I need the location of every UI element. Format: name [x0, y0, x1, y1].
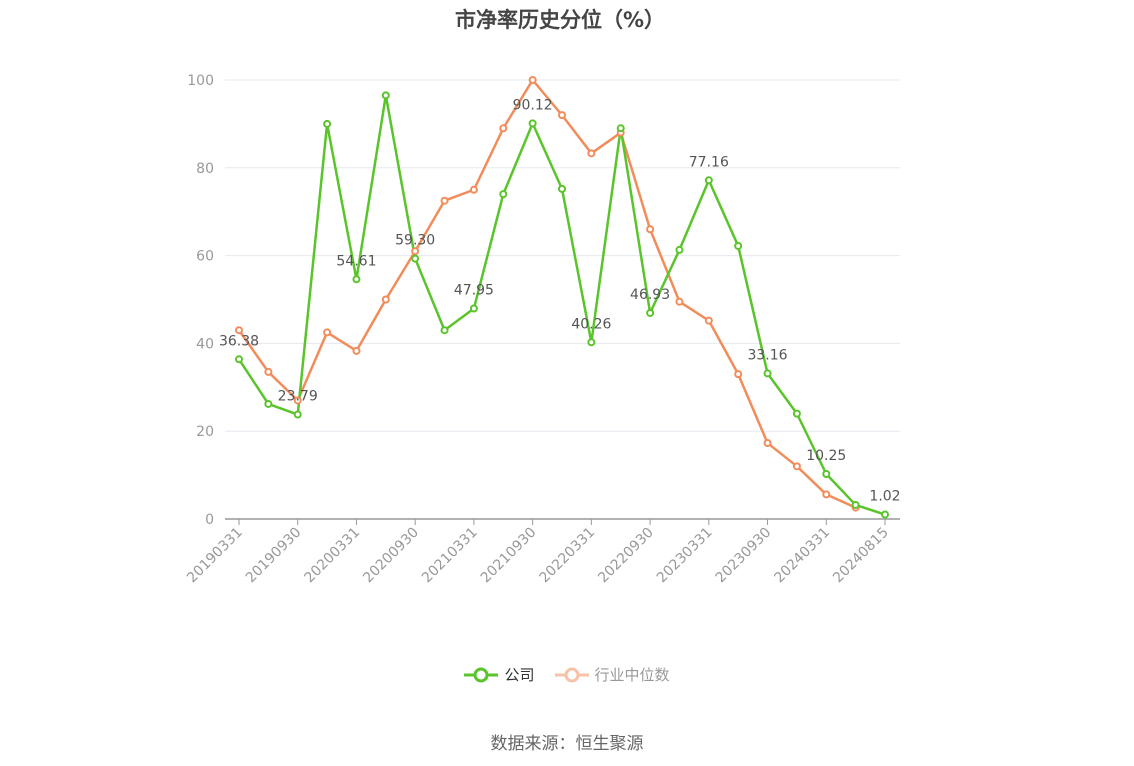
data-point[interactable] — [528, 119, 537, 128]
series-points — [235, 76, 889, 519]
data-point[interactable] — [352, 275, 361, 284]
data-point[interactable] — [381, 91, 390, 100]
data-point[interactable] — [792, 462, 801, 471]
data-label: 46.93 — [630, 287, 670, 303]
data-point[interactable] — [851, 500, 860, 509]
data-point[interactable] — [411, 247, 420, 256]
data-point[interactable] — [323, 328, 332, 337]
y-tick-label: 60 — [196, 249, 214, 265]
data-point[interactable] — [734, 241, 743, 250]
x-tick-label: 20220930 — [595, 525, 657, 587]
x-tick-label: 20210930 — [478, 525, 540, 587]
data-point[interactable] — [323, 119, 332, 128]
data-label: 47.95 — [454, 282, 494, 298]
data-label: 33.16 — [747, 347, 787, 363]
data-point[interactable] — [499, 190, 508, 199]
x-axis: 2019033120190930202003312020093020210331… — [184, 518, 900, 587]
data-point[interactable] — [763, 439, 772, 448]
legend-marker-company — [464, 667, 499, 682]
data-point[interactable] — [646, 225, 655, 234]
data-point[interactable] — [352, 346, 361, 355]
data-source: 数据来源：恒生聚源 — [490, 734, 644, 754]
data-point[interactable] — [440, 196, 449, 205]
chart-title: 市净率历史分位（%） — [454, 8, 666, 32]
series-lines — [237, 78, 886, 516]
x-tick-label: 20230331 — [654, 525, 716, 587]
data-label: 90.12 — [513, 97, 553, 113]
y-tick-label: 20 — [196, 424, 214, 440]
data-point[interactable] — [822, 490, 831, 499]
legend-item-company[interactable]: 公司 — [464, 664, 535, 685]
series-line-1 — [237, 78, 857, 509]
data-label: 54.61 — [336, 253, 376, 269]
data-point[interactable] — [704, 176, 713, 185]
series-line-0 — [237, 94, 886, 516]
y-axis-ticks: 0 20 40 60 80 100 — [187, 73, 214, 528]
data-label: 77.16 — [689, 154, 729, 170]
data-point[interactable] — [763, 369, 772, 378]
data-point[interactable] — [646, 308, 655, 317]
x-tick-label: 20190930 — [243, 525, 305, 587]
data-point[interactable] — [587, 338, 596, 347]
data-label: 10.25 — [806, 448, 846, 464]
y-tick-label: 0 — [205, 512, 214, 528]
data-point[interactable] — [558, 111, 566, 120]
data-point[interactable] — [734, 370, 743, 379]
x-tick-label: 20220331 — [536, 525, 598, 587]
y-tick-label: 100 — [187, 73, 214, 89]
data-point[interactable] — [792, 409, 801, 418]
legend: 公司 行业中位数 — [0, 664, 1134, 685]
grid-lines — [225, 79, 900, 432]
x-tick-label: 20200930 — [360, 525, 422, 587]
data-point[interactable] — [528, 76, 537, 84]
data-point[interactable] — [293, 396, 302, 405]
legend-label-company: 公司 — [504, 666, 535, 684]
data-point[interactable] — [293, 410, 302, 419]
data-label: 1.02 — [869, 489, 900, 505]
data-point[interactable] — [264, 367, 273, 376]
data-label: 36.38 — [219, 333, 259, 349]
data-point[interactable] — [499, 124, 508, 133]
data-point[interactable] — [469, 304, 478, 313]
x-tick-label: 20240815 — [830, 525, 892, 587]
legend-label-industry-median: 行业中位数 — [594, 666, 670, 684]
x-tick-label: 20210331 — [419, 525, 481, 587]
data-label: 40.26 — [571, 316, 611, 332]
data-point[interactable] — [235, 355, 243, 364]
x-tick-label: 20200331 — [302, 525, 364, 587]
y-tick-label: 80 — [196, 161, 214, 177]
y-tick-label: 40 — [196, 336, 214, 352]
data-point[interactable] — [235, 326, 243, 335]
data-point[interactable] — [675, 245, 684, 254]
x-tick-label: 20240331 — [771, 525, 833, 587]
data-label: 59.30 — [395, 233, 435, 249]
legend-marker-industry-median — [554, 667, 589, 682]
data-point[interactable] — [616, 124, 625, 133]
data-point[interactable] — [381, 295, 390, 304]
data-point[interactable] — [440, 326, 449, 335]
data-point[interactable] — [469, 185, 478, 194]
data-point[interactable] — [704, 316, 713, 325]
x-tick-label: 20230930 — [713, 525, 775, 587]
data-point[interactable] — [411, 254, 420, 263]
data-label: 23.79 — [278, 389, 318, 405]
data-point[interactable] — [558, 184, 566, 193]
data-point[interactable] — [587, 149, 596, 158]
legend-item-industry-median[interactable]: 行业中位数 — [554, 664, 670, 685]
x-tick-label: 20190331 — [184, 525, 246, 587]
data-point[interactable] — [881, 510, 889, 519]
data-point[interactable] — [264, 399, 273, 408]
data-point[interactable] — [822, 470, 831, 479]
data-labels: 36.38 23.79 54.61 59.30 47.95 90.12 40.26 46.93… — [219, 97, 901, 504]
data-point[interactable] — [675, 297, 684, 306]
